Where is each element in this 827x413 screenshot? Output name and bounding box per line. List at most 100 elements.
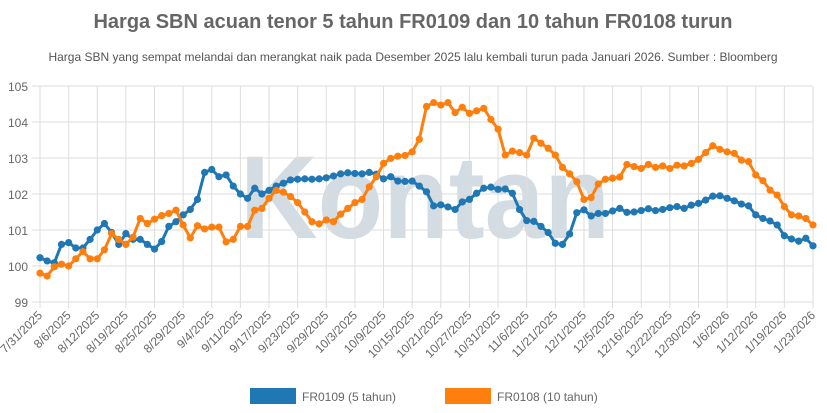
data-point: [337, 170, 345, 178]
data-point: [809, 221, 817, 229]
data-point: [558, 163, 567, 171]
data-point: [666, 164, 674, 173]
data-point: [93, 226, 101, 234]
data-point: [787, 211, 796, 219]
data-point: [580, 195, 588, 203]
data-point: [315, 220, 323, 228]
legend-item-fr0109[interactable]: FR0109 (5 tahun): [250, 388, 396, 404]
data-point: [150, 215, 159, 223]
data-point: [702, 149, 710, 157]
data-point: [358, 195, 366, 203]
data-point: [644, 160, 652, 169]
data-point: [730, 197, 738, 205]
data-point: [186, 234, 194, 242]
data-point: [787, 235, 796, 243]
data-point: [730, 149, 738, 157]
data-point: [709, 142, 717, 150]
data-point: [57, 260, 66, 268]
data-point: [744, 158, 753, 166]
data-point: [165, 209, 173, 218]
data-point: [215, 223, 223, 231]
data-point: [329, 172, 338, 180]
data-point: [766, 186, 774, 194]
y-tick-label: 105: [8, 80, 28, 94]
data-point: [72, 244, 80, 252]
data-point: [802, 234, 810, 242]
data-point: [401, 177, 409, 185]
data-point: [608, 207, 617, 215]
data-point: [702, 196, 710, 204]
data-point: [687, 201, 695, 209]
data-point: [651, 206, 660, 215]
series-1: [36, 165, 817, 267]
data-point: [766, 217, 774, 225]
y-tick-label: 102: [8, 188, 28, 202]
data-point: [172, 206, 180, 214]
data-point: [573, 178, 581, 186]
data-point: [694, 199, 703, 207]
data-point: [193, 195, 202, 203]
data-point: [415, 182, 423, 190]
data-point: [501, 151, 509, 159]
data-point: [809, 242, 817, 250]
data-point: [387, 154, 395, 162]
gridlines: [32, 85, 814, 308]
data-point: [294, 175, 302, 183]
data-point: [193, 222, 202, 230]
data-point: [723, 148, 731, 156]
data-point: [265, 194, 273, 202]
data-point: [308, 175, 316, 183]
x-axis: 7/31/20258/6/20258/12/20258/19/20258/25/…: [0, 308, 818, 361]
data-point: [744, 202, 753, 210]
data-point: [201, 225, 209, 233]
data-point: [107, 230, 116, 238]
data-point: [394, 177, 402, 185]
data-point: [644, 205, 652, 213]
data-point: [401, 151, 409, 160]
data-point: [251, 184, 259, 192]
data-point: [150, 245, 159, 253]
data-point: [759, 177, 767, 185]
data-point: [122, 240, 130, 248]
data-point: [530, 134, 538, 142]
data-point: [795, 212, 803, 220]
data-point: [494, 185, 502, 193]
data-point: [795, 237, 803, 245]
data-point: [243, 222, 252, 230]
data-point: [694, 155, 703, 164]
data-point: [158, 212, 166, 220]
data-point: [279, 188, 287, 196]
legend-item-fr0108[interactable]: FR0108 (10 tahun): [445, 388, 598, 404]
data-point: [587, 194, 595, 202]
data-point: [637, 206, 645, 215]
data-point: [537, 222, 545, 230]
data-point: [630, 163, 638, 171]
data-point: [465, 195, 474, 203]
data-point: [344, 204, 352, 212]
data-point: [201, 168, 209, 176]
data-point: [351, 169, 359, 178]
data-point: [601, 209, 610, 218]
data-point: [301, 175, 309, 183]
data-point: [508, 189, 516, 197]
data-point: [716, 145, 724, 153]
data-point: [594, 209, 602, 218]
data-point: [86, 235, 94, 243]
data-point: [43, 257, 51, 265]
data-point: [365, 183, 373, 191]
data-point: [93, 255, 101, 263]
data-point: [451, 109, 459, 117]
legend-swatch: [445, 388, 491, 404]
data-point: [558, 240, 567, 248]
data-point: [379, 159, 388, 167]
data-point: [415, 135, 423, 143]
y-tick-label: 99: [15, 296, 29, 310]
data-point: [752, 171, 760, 179]
data-point: [508, 147, 516, 155]
data-point: [344, 169, 352, 177]
data-point: [222, 238, 230, 246]
data-point: [587, 212, 595, 220]
data-point: [487, 183, 495, 191]
data-point: [329, 218, 338, 226]
data-point: [616, 173, 624, 181]
